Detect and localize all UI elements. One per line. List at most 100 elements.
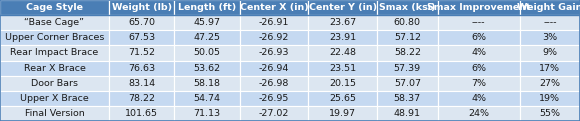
Bar	[109, 0, 175, 15]
Text: 25.65: 25.65	[329, 94, 356, 103]
Text: 23.67: 23.67	[329, 18, 356, 27]
Bar	[437, 15, 520, 30]
Bar	[0, 45, 109, 60]
Bar	[109, 106, 175, 121]
Text: 27%: 27%	[539, 79, 560, 88]
Bar	[437, 60, 520, 76]
Text: 58.22: 58.22	[394, 48, 421, 57]
Text: 55%: 55%	[539, 109, 560, 118]
Text: 9%: 9%	[542, 48, 557, 57]
Text: 58.18: 58.18	[194, 79, 220, 88]
Bar	[309, 15, 377, 30]
Bar	[109, 91, 175, 106]
Text: 23.91: 23.91	[329, 33, 356, 42]
Text: 19.97: 19.97	[329, 109, 356, 118]
Text: Center Y (in): Center Y (in)	[309, 3, 377, 12]
Text: 7%: 7%	[471, 79, 486, 88]
Bar	[175, 0, 240, 15]
Text: 20.15: 20.15	[329, 79, 356, 88]
Bar	[175, 30, 240, 45]
Text: 76.63: 76.63	[128, 64, 155, 73]
Bar	[520, 106, 580, 121]
Bar	[109, 45, 175, 60]
Bar	[240, 30, 309, 45]
Text: 22.48: 22.48	[329, 48, 356, 57]
Text: 50.05: 50.05	[194, 48, 220, 57]
Bar	[175, 60, 240, 76]
Text: 60.80: 60.80	[394, 18, 421, 27]
Bar	[240, 0, 309, 15]
Bar	[240, 76, 309, 91]
Text: 6%: 6%	[471, 33, 486, 42]
Bar	[240, 15, 309, 30]
Text: 58.37: 58.37	[394, 94, 421, 103]
Bar	[0, 60, 109, 76]
Bar	[0, 91, 109, 106]
Bar	[520, 76, 580, 91]
Bar	[520, 60, 580, 76]
Bar	[240, 45, 309, 60]
Bar	[309, 0, 377, 15]
Bar	[109, 60, 175, 76]
Bar	[109, 15, 175, 30]
Bar	[520, 30, 580, 45]
Bar	[109, 76, 175, 91]
Text: -26.95: -26.95	[259, 94, 289, 103]
Bar	[309, 106, 377, 121]
Text: 3%: 3%	[542, 33, 557, 42]
Bar	[377, 45, 437, 60]
Text: -26.92: -26.92	[259, 33, 289, 42]
Bar	[309, 60, 377, 76]
Text: 71.52: 71.52	[128, 48, 155, 57]
Bar	[377, 106, 437, 121]
Bar	[377, 91, 437, 106]
Text: Upper Corner Braces: Upper Corner Braces	[5, 33, 104, 42]
Bar	[175, 45, 240, 60]
Bar	[109, 30, 175, 45]
Bar	[437, 76, 520, 91]
Text: Length (ft): Length (ft)	[178, 3, 236, 12]
Bar	[309, 30, 377, 45]
Text: Smax Improvement: Smax Improvement	[427, 3, 530, 12]
Bar	[309, 91, 377, 106]
Bar	[520, 45, 580, 60]
Bar	[240, 60, 309, 76]
Text: 48.91: 48.91	[394, 109, 421, 118]
Text: 65.70: 65.70	[128, 18, 155, 27]
Text: 83.14: 83.14	[128, 79, 155, 88]
Text: Rear Impact Brace: Rear Impact Brace	[10, 48, 99, 57]
Text: -27.02: -27.02	[259, 109, 289, 118]
Text: 71.13: 71.13	[194, 109, 220, 118]
Text: 54.74: 54.74	[194, 94, 220, 103]
Text: 23.51: 23.51	[329, 64, 356, 73]
Text: Smax (ksi): Smax (ksi)	[379, 3, 436, 12]
Text: Weight (lb): Weight (lb)	[111, 3, 172, 12]
Text: 4%: 4%	[471, 94, 486, 103]
Bar	[175, 76, 240, 91]
Bar	[437, 106, 520, 121]
Text: Rear X Brace: Rear X Brace	[24, 64, 85, 73]
Text: -26.91: -26.91	[259, 18, 289, 27]
Bar	[240, 106, 309, 121]
Bar	[377, 15, 437, 30]
Bar	[377, 30, 437, 45]
Bar	[240, 91, 309, 106]
Bar	[437, 91, 520, 106]
Text: 67.53: 67.53	[128, 33, 155, 42]
Text: Final Version: Final Version	[24, 109, 84, 118]
Text: -26.98: -26.98	[259, 79, 289, 88]
Text: “Base Cage”: “Base Cage”	[24, 18, 85, 27]
Bar	[0, 15, 109, 30]
Text: Cage Style: Cage Style	[26, 3, 83, 12]
Bar	[0, 30, 109, 45]
Text: 4%: 4%	[471, 48, 486, 57]
Text: -26.94: -26.94	[259, 64, 289, 73]
Bar	[175, 91, 240, 106]
Text: Weight Gain: Weight Gain	[517, 3, 580, 12]
Bar	[377, 0, 437, 15]
Text: 101.65: 101.65	[125, 109, 158, 118]
Bar	[309, 76, 377, 91]
Text: 47.25: 47.25	[194, 33, 220, 42]
Text: 57.39: 57.39	[394, 64, 421, 73]
Bar	[520, 15, 580, 30]
